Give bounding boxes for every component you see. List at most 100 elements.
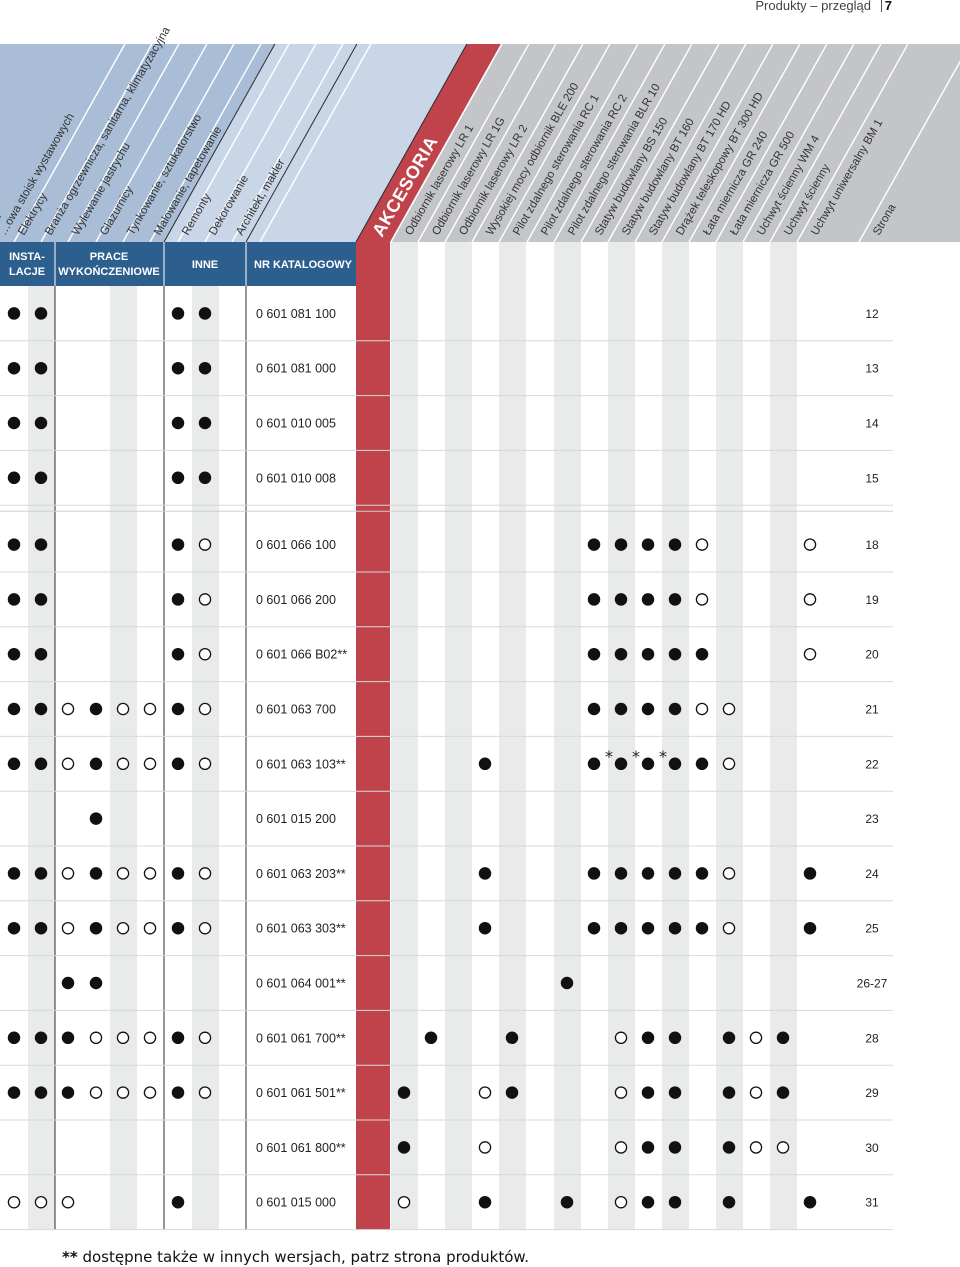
diagonal-divider <box>858 60 960 243</box>
accessory-mark-full <box>397 1141 411 1154</box>
application-mark-full <box>7 1086 21 1099</box>
diagonal-divider <box>471 43 584 243</box>
accessory-mark-full <box>668 647 682 661</box>
accessory-mark-full <box>614 647 628 661</box>
page-reference: 18 <box>865 538 879 552</box>
application-mark-full <box>34 593 48 606</box>
accessory-mark-full <box>776 1031 790 1045</box>
application-mark-full <box>171 921 185 935</box>
category-instalacje-line2: LACJE <box>9 266 45 278</box>
category-nr-katalogowy: NR KATALOGOWY <box>254 259 353 271</box>
accessory-mark-full <box>695 921 709 935</box>
application-mark-full <box>7 593 21 606</box>
page-reference: 19 <box>865 593 879 607</box>
application-mark-full <box>7 647 21 661</box>
application-mark-full <box>171 1031 185 1045</box>
footnote-marker: ** <box>62 1248 78 1266</box>
page-reference: 29 <box>865 1086 879 1100</box>
accessory-mark-full <box>641 1086 655 1099</box>
accessory-mark-partial <box>614 1141 628 1154</box>
application-mark-full <box>198 416 212 430</box>
application-mark-partial <box>143 702 157 716</box>
accessory-mark-full <box>668 921 682 935</box>
catalog-number: 0 601 064 001** <box>256 977 346 991</box>
application-mark-full <box>34 416 48 430</box>
accessory-mark-partial <box>614 1195 628 1209</box>
catalog-number: 0 601 010 005 <box>256 417 336 431</box>
accessory-mark-full <box>641 538 655 551</box>
accessory-mark-full <box>614 702 628 716</box>
product-overview-matrix: …ali…owa stoisk wystawowychElektrycyBran… <box>0 25 960 1231</box>
product-row: 0 601 064 001** 26-27 <box>0 977 893 1011</box>
accessory-mark-full <box>668 593 682 606</box>
application-mark-full <box>34 757 48 771</box>
accessory-mark-partial <box>695 538 709 551</box>
diagonal-divider <box>769 43 882 243</box>
accessory-mark-partial <box>803 593 817 606</box>
diagonal-divider <box>67 43 180 243</box>
product-rows: 0 601 081 100 12 0 601 081 000 13 0 601 010 … <box>0 307 893 1231</box>
accessory-mark-partial <box>749 1141 763 1154</box>
page-reference: 15 <box>865 471 879 485</box>
diagonal-divider <box>498 43 611 243</box>
application-mark-full <box>89 757 103 771</box>
diagonal-divider <box>715 43 828 243</box>
product-row: 0 601 010 005 14 <box>0 417 893 451</box>
accessory-mark-partial <box>749 1086 763 1099</box>
product-row: 0 601 066 100 18 <box>0 538 893 573</box>
catalog-number: 0 601 010 008 <box>256 471 336 485</box>
category-header-bar <box>0 242 356 286</box>
application-mark-partial <box>116 1031 130 1045</box>
application-mark-full <box>89 867 103 880</box>
accessory-mark-partial <box>478 1086 492 1099</box>
accessory-mark-full <box>587 702 601 716</box>
diagonal-divider <box>95 43 208 243</box>
product-row: 0 601 081 100 12 <box>0 307 893 342</box>
header-title: Produkty – przegląd <box>755 0 871 13</box>
application-mark-partial <box>116 702 130 716</box>
asterisk-note: * <box>605 747 613 766</box>
application-mark-partial <box>198 921 212 935</box>
diagonal-divider <box>417 43 530 243</box>
accessory-mark-full <box>587 921 601 935</box>
accessory-mark-full <box>722 1141 736 1154</box>
accessory-mark-full <box>668 1086 682 1099</box>
accessory-mark-partial <box>722 921 736 935</box>
accessory-mark-full <box>587 538 601 551</box>
diagonal-divider <box>149 43 262 243</box>
product-row: * * * 0 601 063 103** 22 <box>0 747 893 792</box>
page-reference: 26-27 <box>857 977 888 991</box>
accessory-mark-partial <box>722 757 736 771</box>
accessory-mark-full <box>478 921 492 935</box>
application-mark-partial <box>198 757 212 771</box>
page-reference: 21 <box>865 703 879 717</box>
application-mark-full <box>171 757 185 771</box>
accessory-mark-full <box>641 921 655 935</box>
application-mark-full <box>34 921 48 935</box>
accessory-mark-full <box>641 1031 655 1045</box>
application-mark-full <box>171 1086 185 1099</box>
accessory-mark-full <box>641 647 655 661</box>
accessory-mark-full <box>587 593 601 606</box>
application-mark-full <box>7 702 21 716</box>
catalog-number: 0 601 081 100 <box>256 307 336 321</box>
category-instalacje-line1: INSTA- <box>9 251 45 263</box>
application-mark-full <box>7 538 21 551</box>
accessory-mark-full <box>641 593 655 606</box>
product-row: 0 601 063 303** 25 <box>0 921 893 957</box>
catalog-number: 0 601 063 203** <box>256 867 346 881</box>
application-mark-partial <box>143 867 157 880</box>
accessory-mark-full <box>668 1031 682 1045</box>
diagonal-group-divider <box>355 43 468 243</box>
accessory-mark-full <box>668 1141 682 1154</box>
application-mark-partial <box>61 757 75 771</box>
application-mark-full <box>7 757 21 771</box>
accessory-mark-partial <box>722 867 736 880</box>
page-reference: 22 <box>865 757 879 771</box>
application-mark-full <box>61 1031 75 1045</box>
diagonal-divider <box>742 43 855 243</box>
diagonal-group-divider <box>163 43 276 243</box>
accessory-mark-full <box>722 1086 736 1099</box>
accessory-mark-partial <box>397 1195 411 1209</box>
accessory-mark-full <box>722 1031 736 1045</box>
